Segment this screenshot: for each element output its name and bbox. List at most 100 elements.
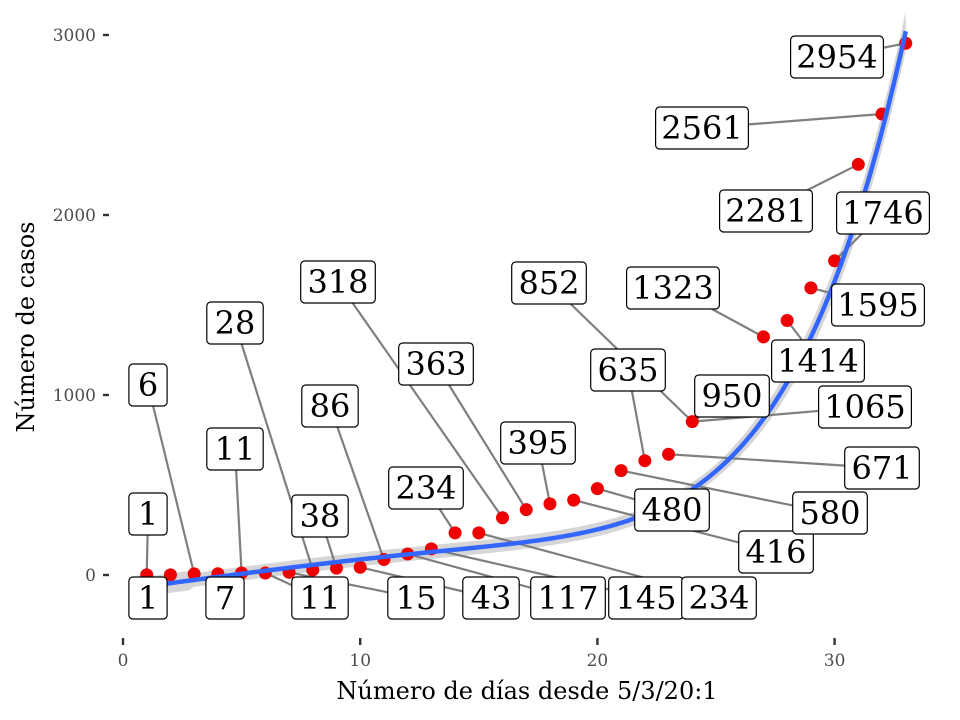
data-label-box [835, 191, 930, 235]
data-label: 416 [738, 530, 814, 574]
data-label: 480 [634, 488, 710, 532]
data-label-box [500, 421, 576, 465]
data-label: 635 [590, 348, 666, 392]
label-leader-line [152, 405, 196, 575]
data-label: 1323 [625, 266, 720, 310]
label-leader-line [145, 534, 149, 575]
data-label-box [462, 576, 520, 620]
data-label-text: 6 [138, 366, 158, 404]
data-label-text: 2561 [661, 109, 742, 147]
data-label: 671 [844, 446, 920, 490]
data-label-box [718, 189, 813, 233]
y-tick-label: 3000 [53, 26, 96, 46]
data-label-text: 480 [641, 491, 702, 529]
data-label: 1595 [830, 283, 925, 327]
data-label-box [301, 384, 359, 428]
data-label-text: 671 [851, 449, 912, 487]
data-label-text: 145 [615, 579, 676, 617]
data-label-text: 234 [395, 469, 456, 507]
data-label-box [387, 576, 445, 620]
x-axis-title: Número de días desde 5/3/20:1 [336, 677, 717, 705]
data-label-text: 11 [300, 579, 341, 617]
data-label: 11 [206, 427, 264, 471]
y-tick-label: 1000 [53, 386, 96, 406]
data-label-box [291, 494, 349, 538]
axes-layer: 0 1000 2000 3000 0 10 20 30 [53, 26, 846, 671]
data-label-box [511, 261, 587, 305]
data-label-box [128, 363, 168, 407]
data-label-text: 86 [310, 387, 351, 425]
label-leader-line [748, 112, 883, 126]
data-label-box [206, 301, 264, 345]
data-point [448, 526, 462, 540]
data-label-box [205, 576, 245, 620]
data-label: 234 [388, 466, 464, 510]
data-point [780, 313, 794, 327]
data-point [756, 330, 770, 344]
data-label-box [128, 492, 168, 536]
data-label-box [291, 576, 349, 620]
data-label-box [634, 488, 710, 532]
data-point [163, 568, 177, 582]
x-tick-label: 20 [587, 651, 609, 671]
data-label-text: 416 [745, 533, 806, 571]
smooth-line [146, 30, 908, 589]
data-point [543, 497, 557, 511]
data-point [662, 447, 676, 461]
data-label: 234 [681, 576, 757, 620]
data-label: 38 [291, 494, 349, 538]
x-tick-label: 10 [349, 651, 371, 671]
label-leader-line [351, 302, 504, 519]
x-tick-label: 30 [824, 651, 846, 671]
data-label: 1414 [770, 339, 865, 383]
data-label: 86 [301, 384, 359, 428]
label-leader-line [620, 469, 793, 507]
data-label: 145 [608, 576, 684, 620]
data-label-text: 852 [518, 264, 579, 302]
data-label-box [398, 342, 474, 386]
data-label-text: 1065 [824, 388, 905, 426]
data-label-box [654, 106, 749, 150]
label-leader-line [668, 453, 845, 467]
data-label-text: 43 [471, 579, 512, 617]
data-label-text: 15 [396, 579, 437, 617]
data-label-box [300, 260, 376, 304]
data-point [804, 281, 818, 295]
data-label-box [844, 446, 920, 490]
data-label: 1 [128, 492, 168, 536]
data-label: 117 [530, 576, 606, 620]
data-label-text: 2954 [796, 38, 877, 76]
label-leader-line [336, 426, 385, 560]
data-label-box [792, 491, 868, 535]
label-leader-line [541, 463, 552, 505]
data-label: 6 [128, 363, 168, 407]
data-label-text: 1746 [842, 194, 923, 232]
data-label: 15 [387, 576, 445, 620]
data-label-box [625, 266, 720, 310]
data-label-text: 318 [307, 263, 368, 301]
data-label-box [388, 466, 464, 510]
data-label-text: 38 [300, 497, 341, 535]
data-label: 1065 [817, 385, 912, 429]
data-label: 43 [462, 576, 520, 620]
data-label-box [830, 283, 925, 327]
data-point [329, 561, 343, 575]
data-label-box [590, 348, 666, 392]
data-label-box [694, 374, 770, 418]
data-point [567, 493, 581, 507]
data-label: 7 [205, 576, 245, 620]
data-label-text: 117 [537, 579, 598, 617]
data-label-box [206, 427, 264, 471]
data-label: 852 [511, 261, 587, 305]
data-label-text: 7 [215, 579, 235, 617]
data-label: 1746 [835, 191, 930, 235]
data-point [638, 454, 652, 468]
data-label-text: 363 [405, 345, 466, 383]
data-label-text: 635 [597, 351, 658, 389]
data-label-box [128, 576, 168, 620]
label-leader-line [448, 384, 528, 511]
data-label: 11 [291, 576, 349, 620]
data-label-text: 1 [138, 579, 158, 617]
data-label-text: 28 [215, 304, 256, 342]
data-label-text: 950 [701, 377, 762, 415]
